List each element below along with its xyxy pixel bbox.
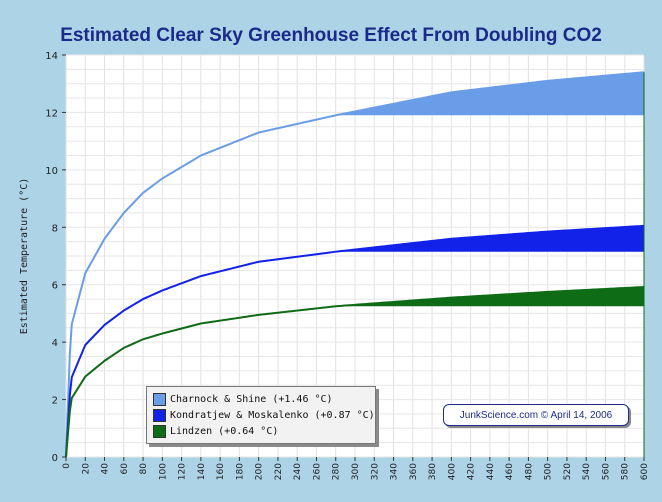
- legend-label: Lindzen (+0.64 °C): [170, 425, 279, 437]
- x-tick-label: 0: [62, 463, 72, 469]
- x-tick-label: 160: [216, 463, 226, 480]
- y-tick-label: 4: [52, 338, 58, 349]
- x-tick-label: 500: [544, 463, 554, 480]
- x-tick-label: 120: [178, 463, 188, 480]
- x-tick-label: 300: [351, 463, 361, 480]
- x-tick-label: 260: [312, 463, 322, 480]
- x-tick-label: 420: [467, 463, 477, 480]
- legend-label: Charnock & Shine (+1.46 °C): [170, 393, 333, 405]
- y-axis-label: Estimated Temperature (°C): [19, 178, 30, 335]
- x-tick-label: 220: [274, 463, 284, 480]
- y-tick-label: 2: [52, 396, 58, 407]
- x-tick-label: 560: [601, 463, 611, 480]
- y-tick-label: 10: [45, 166, 58, 177]
- x-tick-label: 60: [120, 463, 130, 475]
- y-tick-label: 6: [52, 281, 58, 292]
- x-tick-label: 200: [255, 463, 265, 480]
- y-tick-label: 14: [45, 51, 58, 62]
- x-tick-label: 360: [409, 463, 419, 480]
- x-tick-label: 80: [139, 463, 149, 475]
- x-tick-label: 100: [158, 463, 168, 480]
- legend-swatch: [153, 392, 166, 406]
- chart-title: Estimated Clear Sky Greenhouse Effect Fr…: [60, 25, 602, 46]
- series-line-3: [65, 286, 645, 458]
- x-tick-label: 20: [81, 463, 91, 475]
- series-line-1: [65, 71, 645, 458]
- x-tick-label: 380: [428, 463, 438, 480]
- x-tick-label: 460: [505, 463, 515, 480]
- series-line-2: [65, 224, 645, 458]
- series-band-2: [335, 225, 644, 252]
- legend-item: Charnock & Shine (+1.46 °C): [153, 392, 333, 406]
- x-tick-label: 520: [563, 463, 573, 480]
- legend: Charnock & Shine (+1.46 °C) Kondratjew &…: [146, 386, 376, 444]
- legend-swatch: [153, 408, 166, 422]
- x-tick-label: 600: [640, 463, 650, 480]
- x-tick-label: 320: [370, 463, 380, 480]
- x-tick-label: 340: [390, 463, 400, 480]
- x-tick-label: 540: [582, 463, 592, 480]
- legend-label: Kondratjew & Moskalenko (+0.87 °C): [170, 409, 375, 421]
- series-band-1: [335, 72, 644, 116]
- x-tick-label: 580: [621, 463, 631, 480]
- legend-swatch: [153, 424, 166, 438]
- x-tick-label: 140: [197, 463, 207, 480]
- y-tick-label: 8: [52, 223, 58, 234]
- x-tick-label: 440: [486, 463, 496, 480]
- legend-item: Lindzen (+0.64 °C): [153, 424, 278, 438]
- x-tick-label: 400: [447, 463, 457, 480]
- x-tick-label: 180: [235, 463, 245, 480]
- x-tick-label: 240: [293, 463, 303, 480]
- legend-item: Kondratjew & Moskalenko (+0.87 °C): [153, 408, 375, 422]
- y-tick-label: 12: [45, 108, 58, 119]
- x-tick-label: 480: [524, 463, 534, 480]
- y-tick-label: 0: [52, 453, 58, 464]
- x-tick-label: 40: [101, 463, 111, 475]
- x-tick-label: 280: [332, 463, 342, 480]
- credit-badge: JunkScience.com © April 14, 2006: [443, 404, 629, 426]
